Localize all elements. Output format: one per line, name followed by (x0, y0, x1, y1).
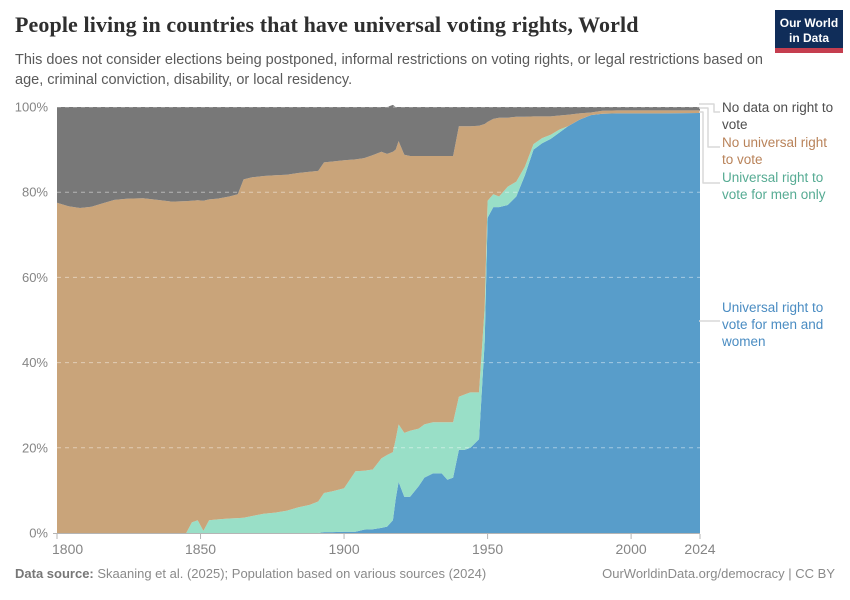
legend-connector (699, 103, 720, 113)
owid-logo-line2: in Data (788, 31, 829, 45)
y-tick-label: 0% (29, 526, 48, 541)
footer-source-text: Skaaning et al. (2025); Population based… (93, 566, 487, 581)
owid-logo-red-bar (775, 48, 843, 53)
x-tick-label: 1950 (472, 541, 503, 557)
y-tick-label: 80% (22, 185, 48, 200)
x-tick-label: 1900 (328, 541, 359, 557)
y-tick-label: 100% (15, 100, 49, 115)
legend-connector (699, 107, 720, 148)
page-title: People living in countries that have uni… (15, 12, 639, 37)
x-tick-label: 2024 (684, 541, 715, 557)
legend-item-men-and-women[interactable]: Universal right to vote for men and wome… (722, 300, 824, 349)
area-universal-right-to-vote-for-men-and-women[interactable] (57, 113, 700, 533)
x-tick-label: 1850 (185, 541, 216, 557)
legend-item-no-data[interactable]: No data on right to vote (722, 100, 834, 132)
legend-item-no-universal-right[interactable]: No universal right to vote (722, 135, 828, 167)
owid-logo-line1: Our World (779, 16, 839, 30)
page-subtitle: This does not consider elections being p… (15, 52, 763, 89)
y-tick-label: 60% (22, 270, 48, 285)
footer-source-label: Data source: (15, 566, 94, 581)
legend-connector (699, 111, 720, 184)
legend-item-men-only[interactable]: Universal right to vote for men only (722, 170, 826, 202)
x-tick-label: 1800 (52, 541, 83, 557)
owid-logo[interactable]: Our World in Data (775, 10, 843, 53)
area-no-data-on-right-to-vote[interactable] (57, 104, 700, 208)
footer-source: Data source: Skaaning et al. (2025); Pop… (15, 566, 486, 581)
footer: Data source: Skaaning et al. (2025); Pop… (15, 566, 835, 581)
y-tick-label: 20% (22, 440, 48, 455)
area-no-universal-right-to-vote[interactable] (57, 110, 700, 534)
footer-license[interactable]: OurWorldinData.org/democracy | CC BY (602, 566, 835, 581)
x-tick-label: 2000 (616, 541, 647, 557)
y-tick-label: 40% (22, 355, 48, 370)
